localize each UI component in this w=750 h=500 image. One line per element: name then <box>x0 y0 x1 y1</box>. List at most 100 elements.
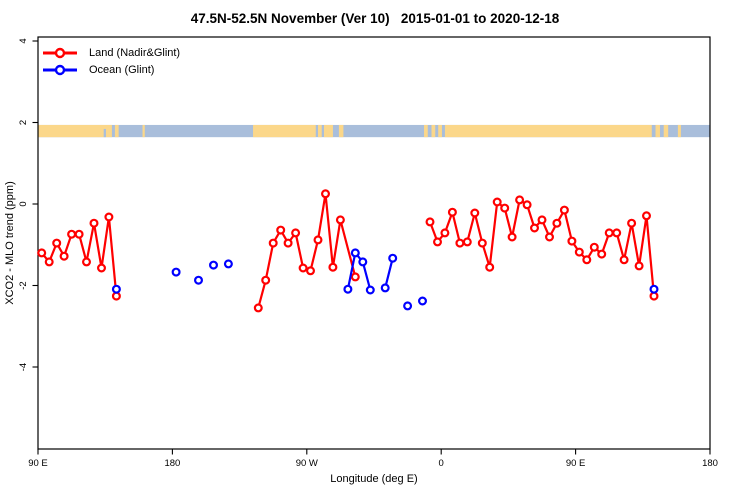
land-series-point <box>552 218 562 228</box>
land-series-point <box>335 215 345 225</box>
land-series-point <box>559 205 569 215</box>
legend-label-land: Land (Nadir&Glint) <box>89 46 181 59</box>
ocean-series-point <box>171 267 181 277</box>
land-series-point <box>96 263 106 273</box>
ocean-series-marker-icon <box>43 64 77 75</box>
chart-title: 47.5N-52.5N November (Ver 10) 2015-01-01… <box>190 11 560 26</box>
land-series-line <box>428 198 656 298</box>
land-series-point <box>253 303 263 313</box>
map-band-land <box>114 124 119 138</box>
land-series-point <box>567 236 577 246</box>
land-series-point <box>276 225 286 235</box>
map-band-land <box>677 124 681 138</box>
land-series-point <box>433 237 443 247</box>
land-series-point <box>477 238 487 248</box>
land-series-point <box>604 228 614 238</box>
land-series-point <box>500 203 510 213</box>
land-series-point <box>492 197 502 207</box>
land-series-point <box>649 291 659 301</box>
ocean-series-point <box>388 253 398 263</box>
land-series-point <box>634 261 644 271</box>
ocean-series-line <box>346 251 372 292</box>
x-tick-label: 90 W <box>296 458 318 469</box>
y-tick-label: -2 <box>18 281 29 289</box>
land-series-point <box>627 218 637 228</box>
map-band-land <box>663 124 669 138</box>
land-series-point <box>59 251 69 261</box>
land-series-point <box>507 232 517 242</box>
land-series-point <box>67 229 77 239</box>
ocean-series-line <box>384 257 394 289</box>
plot-border <box>37 36 711 450</box>
map-band-land <box>431 124 436 138</box>
land-series-point <box>641 211 651 221</box>
ocean-series-point <box>649 284 659 294</box>
map-band-land <box>253 124 316 138</box>
land-series-point <box>462 237 472 247</box>
land-series-point <box>328 262 338 272</box>
y-axis-label: XCO2 - MLO trend (ppm) <box>4 181 16 305</box>
land-series-marker-icon <box>43 47 77 58</box>
land-series-point <box>589 242 599 252</box>
land-series-point <box>37 248 47 258</box>
land-series-point <box>89 218 99 228</box>
y-tick-label: 0 <box>18 201 29 206</box>
land-series-point <box>440 228 450 238</box>
land-series-point <box>470 208 480 218</box>
ocean-series-point <box>194 275 204 285</box>
land-series-point <box>544 232 554 242</box>
map-band-land <box>338 124 344 138</box>
ocean-series-point <box>418 296 428 306</box>
land-series-point <box>597 249 607 259</box>
ocean-series-point <box>223 259 233 269</box>
ocean-series-point <box>209 260 219 270</box>
map-band-land <box>438 124 442 138</box>
x-tick-label: 180 <box>702 458 718 469</box>
map-band-land <box>444 124 652 138</box>
map-band-land <box>38 124 112 138</box>
land-series-point <box>425 217 435 227</box>
land-series-point <box>291 228 301 238</box>
land-series-point <box>111 291 121 301</box>
land-series-point <box>104 212 114 222</box>
land-series-point <box>350 272 360 282</box>
map-band-ocean-speck <box>103 128 106 138</box>
land-series-point <box>44 257 54 267</box>
legend-label-ocean: Ocean (Glint) <box>89 63 155 76</box>
land-series-point <box>74 229 84 239</box>
land-series-point <box>447 207 457 217</box>
land-series-point <box>306 266 316 276</box>
x-tick-label: 90 E <box>28 458 48 469</box>
ocean-series-point <box>380 283 390 293</box>
land-series-point <box>313 235 323 245</box>
x-axis-label: Longitude (deg E) <box>330 473 418 485</box>
map-band-land <box>323 124 333 138</box>
land-series-point <box>619 255 629 265</box>
ocean-series-point <box>403 301 413 311</box>
map-band-land <box>655 124 660 138</box>
land-series-point <box>298 263 308 273</box>
y-tick-label: 2 <box>18 120 29 125</box>
land-series-point <box>582 255 592 265</box>
legend-item-ocean: Ocean (Glint) <box>42 62 180 77</box>
land-series-point <box>515 195 525 205</box>
ocean-series-point <box>350 248 360 258</box>
legend: Land (Nadir&Glint) Ocean (Glint) <box>42 45 180 77</box>
land-series-point <box>574 247 584 257</box>
land-series-line <box>40 215 118 298</box>
land-series-point <box>81 257 91 267</box>
map-band-land <box>142 124 145 138</box>
ocean-series-point <box>365 285 375 295</box>
ocean-series-point <box>343 284 353 294</box>
land-series-point <box>321 189 331 199</box>
map-band-land <box>424 124 428 138</box>
land-series-point <box>522 200 532 210</box>
x-tick-label: 180 <box>164 458 180 469</box>
land-series-point <box>612 228 622 238</box>
land-series-point <box>268 238 278 248</box>
x-tick-label: 90 E <box>566 458 586 469</box>
land-series-point <box>283 238 293 248</box>
land-series-point <box>485 262 495 272</box>
